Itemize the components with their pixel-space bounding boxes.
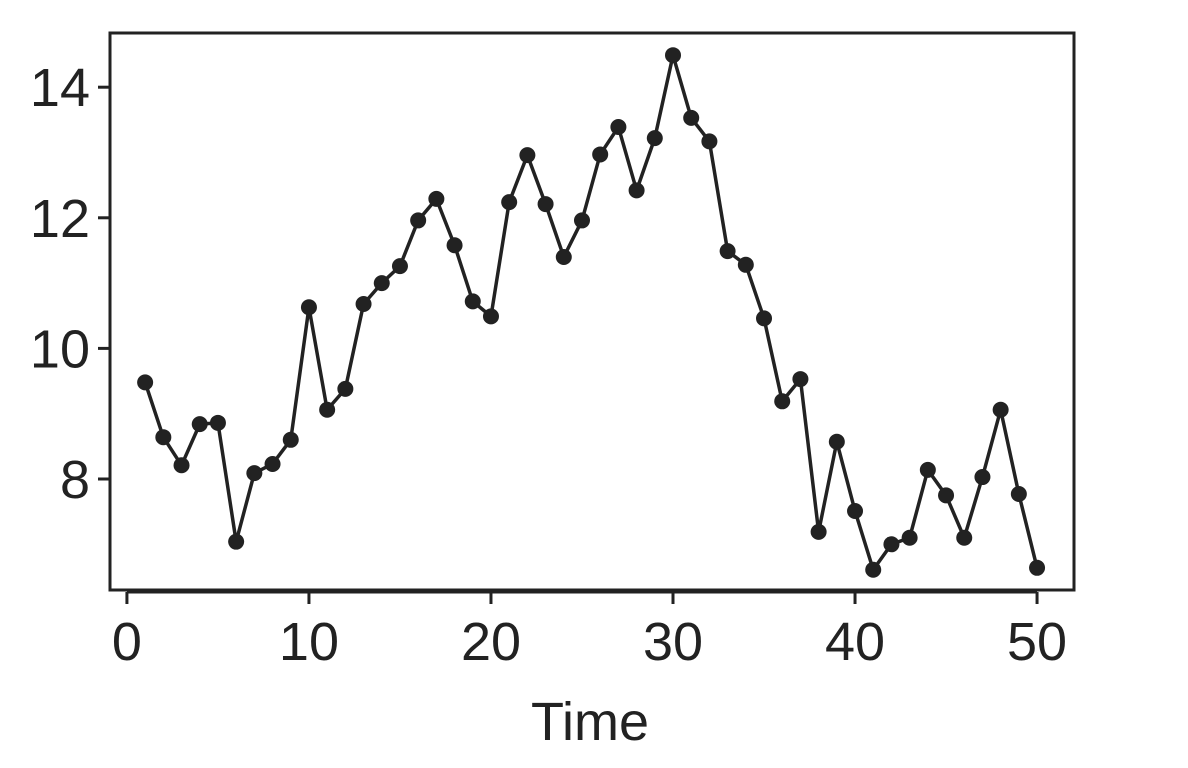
data-point [555, 248, 572, 265]
data-point [828, 433, 845, 450]
data-point [665, 47, 682, 64]
data-point [537, 196, 554, 213]
data-point [373, 275, 390, 292]
data-point [646, 130, 663, 147]
data-point [610, 119, 627, 136]
data-point [337, 380, 354, 397]
data-point [683, 109, 700, 126]
data-point [992, 401, 1009, 418]
x-tick-label: 0 [112, 612, 142, 672]
x-tick-label: 30 [643, 612, 703, 672]
data-point [209, 414, 226, 431]
data-point [446, 237, 463, 254]
data-point [810, 523, 827, 540]
data-point [956, 529, 973, 546]
data-point [246, 465, 263, 482]
data-point [901, 529, 918, 546]
data-point [847, 502, 864, 519]
data-point [1029, 559, 1046, 576]
series-line [143, 53, 1039, 572]
data-point [464, 293, 481, 310]
data-point [173, 457, 190, 474]
data-point [737, 256, 754, 273]
data-point [573, 212, 590, 229]
data-point [501, 194, 518, 211]
data-point [719, 243, 736, 260]
y-tick-label: 8 [60, 450, 90, 510]
data-point [300, 299, 317, 316]
data-point [482, 308, 499, 325]
data-point [319, 401, 336, 418]
data-point [282, 431, 299, 448]
data-point [428, 190, 445, 207]
data-point [865, 561, 882, 578]
data-point [137, 374, 154, 391]
data-point [774, 393, 791, 410]
data-point [410, 212, 427, 229]
data-point [883, 536, 900, 553]
y-tick-label: 12 [30, 189, 90, 249]
x-tick-label: 20 [461, 612, 521, 672]
y-tick-label: 10 [30, 319, 90, 379]
data-point [938, 487, 955, 504]
data-point [919, 461, 936, 478]
x-tick-label: 10 [279, 612, 339, 672]
data-point [701, 133, 718, 150]
data-point [391, 258, 408, 275]
x-axis-label: Time [531, 692, 649, 752]
data-point [228, 533, 245, 550]
data-point [592, 146, 609, 163]
y-tick-label: 14 [30, 58, 90, 118]
data-point [1010, 486, 1027, 503]
data-point [792, 371, 809, 388]
data-point [628, 182, 645, 199]
data-point [974, 469, 991, 486]
data-point [756, 310, 773, 327]
data-point [519, 147, 536, 164]
x-tick-label: 40 [825, 612, 885, 672]
plot-frame [108, 31, 1076, 592]
x-tick-label: 50 [1007, 612, 1067, 672]
data-point [264, 455, 281, 472]
data-point [355, 295, 372, 312]
data-point [191, 416, 208, 433]
data-point [155, 429, 172, 446]
